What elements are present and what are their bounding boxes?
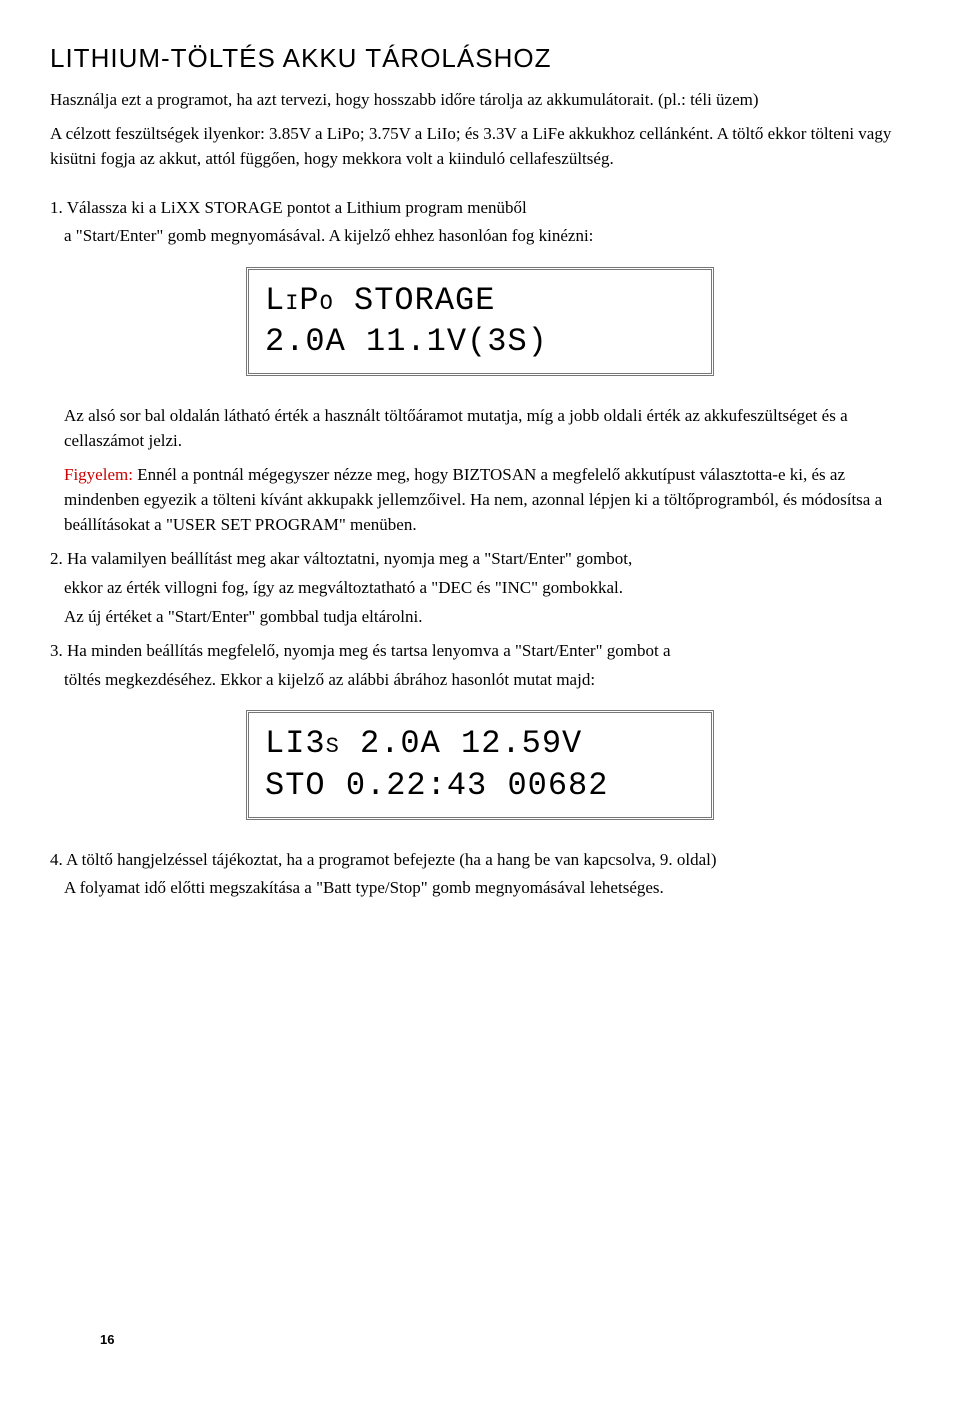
page-title: LITHIUM-TÖLTÉS AKKU TÁROLÁSHOZ <box>50 40 910 78</box>
step-2-line-a: 2. Ha valamilyen beállítást meg akar vál… <box>50 547 910 572</box>
step-1-line-a: 1. Válassza ki a LiXX STORAGE pontot a L… <box>50 196 910 221</box>
step-1-line-b: a "Start/Enter" gomb megnyomásával. A ki… <box>64 224 910 249</box>
warning-paragraph: Figyelem: Ennél a pontnál mégegyszer néz… <box>64 463 910 537</box>
warning-text: Ennél a pontnál mégegyszer nézze meg, ho… <box>64 465 882 533</box>
lcd2-line1: LI3s 2.0A 12.59V <box>265 723 695 765</box>
step-4-line-b: A folyamat idő előtti megszakítása a "Ba… <box>64 876 910 901</box>
step-3-line-b: töltés megkezdéséhez. Ekkor a kijelző az… <box>64 668 910 693</box>
warning-label: Figyelem: <box>64 465 133 484</box>
lcd1-line1: LiPo STORAGE <box>265 280 695 322</box>
step-2-line-c: Az új értéket a "Start/Enter" gombbal tu… <box>64 605 910 630</box>
step-4-line-a: 4. A töltő hangjelzéssel tájékoztat, ha … <box>50 848 910 873</box>
lcd-display-1: LiPo STORAGE 2.0A 11.1V(3S) <box>246 267 714 376</box>
step-3-line-a: 3. Ha minden beállítás megfelelő, nyomja… <box>50 639 910 664</box>
intro-paragraph-1: Használja ezt a programot, ha azt tervez… <box>50 88 910 113</box>
lcd-display-2: LI3s 2.0A 12.59V STO 0.22:43 00682 <box>246 710 714 819</box>
lcd2-line2: STO 0.22:43 00682 <box>265 765 695 807</box>
step-2-line-b: ekkor az érték villogni fog, így az megv… <box>64 576 910 601</box>
lcd1-line2: 2.0A 11.1V(3S) <box>265 321 695 363</box>
after-lcd1-text: Az alsó sor bal oldalán látható érték a … <box>64 404 910 453</box>
intro-paragraph-2: A célzott feszültségek ilyenkor: 3.85V a… <box>50 122 910 171</box>
page-number: 16 <box>100 1331 114 1350</box>
